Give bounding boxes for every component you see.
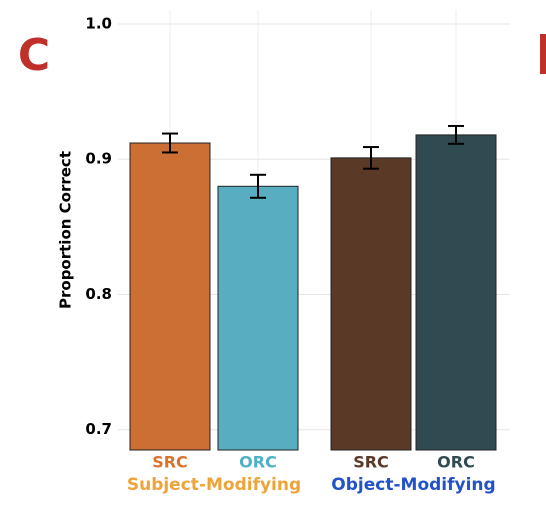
panel-label: C: [18, 30, 50, 81]
bar: [129, 142, 211, 451]
error-bar: [448, 124, 464, 145]
x-tick-label: SRC: [152, 453, 188, 472]
bar: [415, 134, 497, 451]
y-tick-label: 1.0: [85, 15, 112, 33]
x-tick-label: SRC: [353, 453, 389, 472]
error-bar: [363, 146, 379, 170]
y-axis-title: Proportion Correct: [57, 151, 75, 309]
bar: [330, 157, 412, 451]
y-tick-label: 0.9: [85, 150, 112, 168]
y-tick-label: 0.8: [85, 285, 112, 303]
group-label: Object-Modifying: [331, 475, 495, 495]
x-tick-label: ORC: [437, 453, 475, 472]
y-tick-label: 0.7: [85, 420, 112, 438]
next-panel-edge: [540, 34, 546, 74]
x-tick-label: ORC: [239, 453, 277, 472]
error-bar: [250, 173, 266, 199]
error-bar: [162, 132, 178, 154]
group-label: Subject-Modifying: [127, 475, 301, 495]
bar: [217, 185, 299, 451]
